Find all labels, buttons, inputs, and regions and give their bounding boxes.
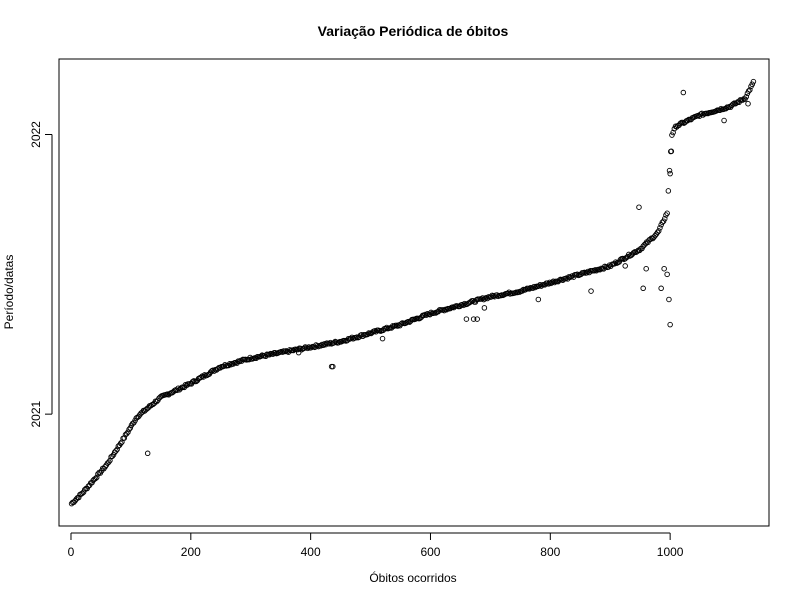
x-tick-label: 600 [420, 545, 440, 559]
data-point [126, 426, 132, 433]
data-point [379, 335, 386, 342]
data-point [667, 170, 673, 177]
data-point [127, 425, 134, 431]
data-point [478, 296, 485, 302]
data-point [107, 457, 113, 464]
data-point [667, 321, 673, 328]
chart-title: Variação Periódica de óbitos [318, 23, 509, 39]
x-tick-label: 800 [540, 545, 560, 559]
data-point [661, 265, 667, 272]
plot-frame [58, 58, 770, 527]
y-tick-label: 2022 [29, 121, 43, 148]
data-point [304, 345, 311, 352]
x-axis-label: Óbitos ocorridos [369, 570, 456, 585]
data-point [622, 263, 628, 269]
data-point [591, 268, 597, 274]
data-point [626, 251, 632, 258]
data-point [658, 285, 664, 292]
data-point [336, 339, 342, 346]
data-point [606, 262, 613, 268]
data-point [119, 439, 125, 445]
data-point [423, 312, 430, 318]
data-point [721, 117, 727, 124]
data-point [210, 367, 216, 373]
data-point [110, 452, 117, 458]
data-point [668, 148, 675, 155]
data-points [68, 78, 757, 507]
data-point [664, 271, 670, 278]
data-point [665, 188, 672, 194]
data-point [470, 316, 477, 322]
data-point [636, 204, 642, 210]
data-point [705, 110, 711, 117]
data-point [739, 97, 746, 103]
data-point [314, 343, 320, 349]
data-point [535, 296, 542, 303]
data-point [640, 285, 646, 292]
data-point [114, 446, 120, 453]
data-point [330, 363, 336, 370]
data-point [749, 81, 755, 87]
x-tick-label: 1000 [657, 545, 684, 559]
data-point [745, 88, 752, 94]
data-point [612, 259, 619, 265]
data-point [117, 440, 124, 447]
data-point [656, 228, 662, 234]
data-point [730, 101, 736, 107]
data-point [733, 100, 740, 106]
data-point [747, 87, 753, 93]
data-point [463, 316, 470, 322]
data-point [745, 100, 751, 107]
data-point [474, 316, 480, 322]
data-point [113, 448, 119, 454]
data-point [144, 450, 151, 457]
data-point [266, 352, 273, 358]
data-point [536, 283, 542, 289]
x-axis: 0 200 400 600 800 1000 [68, 532, 684, 559]
data-point [556, 277, 563, 284]
data-point [630, 249, 637, 256]
data-point [657, 225, 663, 231]
data-point [295, 349, 302, 356]
data-point [654, 229, 661, 236]
x-tick-label: 400 [301, 545, 321, 559]
data-point [93, 474, 100, 481]
data-point [743, 94, 749, 100]
data-point [661, 215, 668, 222]
data-point [666, 167, 673, 174]
data-point [680, 89, 687, 96]
data-point [92, 475, 99, 482]
x-tick-label: 200 [181, 545, 201, 559]
data-point [308, 344, 314, 351]
data-point [620, 255, 626, 262]
data-point [123, 430, 130, 437]
y-axis: 2021 2022 [29, 121, 53, 427]
data-point [669, 132, 675, 138]
data-point [664, 210, 670, 217]
data-point [125, 429, 131, 435]
data-point [670, 129, 676, 136]
data-point [574, 271, 581, 277]
data-point [643, 265, 649, 272]
x-tick-label: 0 [68, 545, 75, 559]
y-axis-label: Período/datas [2, 255, 16, 330]
data-point [666, 296, 672, 303]
data-point [713, 108, 720, 114]
data-point [588, 288, 594, 294]
data-point [526, 286, 533, 292]
data-point [301, 345, 307, 352]
y-tick-label: 2021 [29, 400, 43, 427]
data-point [109, 453, 116, 459]
data-point [481, 305, 488, 311]
data-point [750, 78, 757, 85]
data-point [189, 378, 196, 385]
data-point [121, 435, 128, 441]
